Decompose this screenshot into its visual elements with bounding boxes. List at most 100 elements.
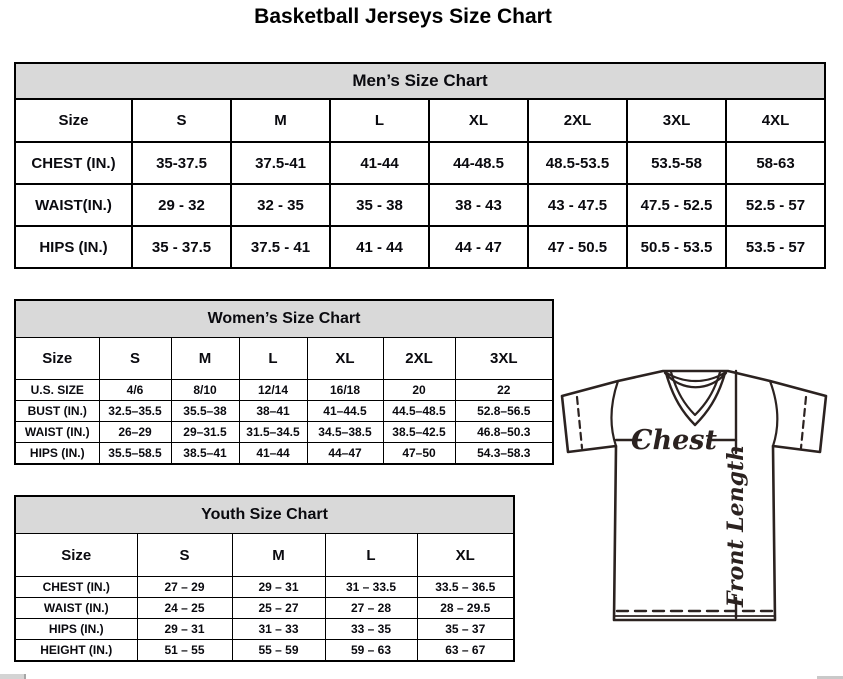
cell: 41–44	[238, 442, 308, 465]
vneck-outer-icon	[664, 371, 727, 427]
cell: 37.5-41	[230, 141, 331, 185]
cell: 50.5 - 53.5	[626, 225, 727, 269]
row-label: CHEST (IN.)	[14, 576, 138, 598]
cell: 35 - 38	[329, 183, 430, 227]
row-label: BUST (IN.)	[14, 400, 100, 422]
cuff-dashed-right-icon	[799, 395, 808, 450]
column-header: M	[230, 98, 331, 143]
cell: 29 - 32	[131, 183, 232, 227]
column-header: L	[324, 533, 418, 577]
row-label: WAIST (IN.)	[14, 597, 138, 619]
chest-label: Chest	[631, 425, 717, 456]
table-header-row: Size S M L XL 2XL 3XL	[14, 337, 554, 380]
row-label: HEIGHT (IN.)	[14, 639, 138, 662]
youth-size-table: Youth Size Chart Size S M L XL CHEST (IN.) 27 –…	[14, 495, 515, 662]
horizontal-scrollbar-fragment[interactable]	[817, 676, 843, 679]
cell: 35 - 37.5	[131, 225, 232, 269]
table-row: WAIST(IN.) 29 - 32 32 - 35 35 - 38 38 - 43 43…	[14, 183, 827, 227]
cell: 32 - 35	[230, 183, 331, 227]
armhole-seam-left-icon	[610, 379, 620, 448]
table-row: U.S. SIZE 4/6 8/10 12/14 16/18 20 22	[14, 379, 554, 401]
cell: 32.5–35.5	[98, 400, 172, 422]
cell: 29–31.5	[170, 421, 240, 443]
cell: 63 – 67	[416, 639, 515, 662]
table-row: WAIST (IN.) 26–29 29–31.5 31.5–34.5 34.5–38.…	[14, 421, 554, 443]
cell: 35-37.5	[131, 141, 232, 185]
table-row: CHEST (IN.) 35-37.5 37.5-41 41-44 44-48.5 48.…	[14, 141, 827, 185]
cell: 44-48.5	[428, 141, 529, 185]
cell: 53.5 - 57	[724, 225, 827, 269]
armhole-seam-right-icon	[768, 379, 779, 448]
column-header: 4XL	[724, 98, 827, 143]
table-title: Youth Size Chart	[14, 495, 515, 534]
table-row: WAIST (IN.) 24 – 25 25 – 27 27 – 28 28 – 29.…	[14, 597, 515, 619]
cell: 38.5–41	[170, 442, 240, 465]
cell: 41–44.5	[306, 400, 384, 422]
table-title: Men’s Size Chart	[13, 62, 827, 100]
cell: 48.5-53.5	[527, 141, 628, 185]
cell: 31 – 33.5	[324, 576, 418, 598]
cell: 8/10	[170, 379, 240, 401]
cell: 38–41	[238, 400, 308, 422]
row-label: WAIST(IN.)	[14, 183, 133, 227]
cell: 12/14	[238, 379, 308, 401]
cell: 38 - 43	[428, 183, 529, 227]
cell: 47–50	[382, 442, 456, 465]
cell: 16/18	[306, 379, 384, 401]
cell: 58-63	[724, 141, 827, 185]
vneck-inner-icon	[669, 370, 722, 417]
jersey-measurement-diagram: Chest Front Length	[556, 360, 836, 623]
collar-icon	[663, 370, 728, 389]
cell: 29 – 31	[231, 576, 326, 598]
cell: 28 – 29.5	[416, 597, 515, 619]
column-header: XL	[428, 98, 529, 143]
row-label: WAIST (IN.)	[14, 421, 100, 443]
cell: 35 – 37	[416, 618, 515, 640]
table-header-row: Size S M L XL	[14, 533, 515, 577]
table-row: CHEST (IN.) 27 – 29 29 – 31 31 – 33.5 33.5 –…	[14, 576, 515, 598]
column-header: L	[329, 98, 430, 143]
table-row: BUST (IN.) 32.5–35.5 35.5–38 38–41 41–44.5 44…	[14, 400, 554, 422]
cell: 52.8–56.5	[454, 400, 554, 422]
cell: 55 – 59	[231, 639, 326, 662]
cell: 59 – 63	[324, 639, 418, 662]
column-header: Size	[14, 98, 133, 143]
row-label: HIPS (IN.)	[14, 225, 133, 269]
column-header: 3XL	[626, 98, 727, 143]
cell: 38.5–42.5	[382, 421, 456, 443]
column-header: S	[136, 533, 233, 577]
cell: 47.5 - 52.5	[626, 183, 727, 227]
cell: 51 – 55	[136, 639, 233, 662]
cell: 53.5-58	[626, 141, 727, 185]
column-header: XL	[416, 533, 515, 577]
cell: 33 – 35	[324, 618, 418, 640]
table-row: HIPS (IN.) 29 – 31 31 – 33 33 – 35 35 – 37	[14, 618, 515, 640]
horizontal-scrollbar-thumb[interactable]	[0, 674, 26, 679]
cell: 20	[382, 379, 456, 401]
cell: 41 - 44	[329, 225, 430, 269]
cell: 41-44	[329, 141, 430, 185]
page-title: Basketball Jerseys Size Chart	[254, 5, 552, 28]
womens-size-table: Women’s Size Chart Size S M L XL 2XL 3XL U.S. SI…	[14, 299, 555, 465]
cell: 46.8–50.3	[454, 421, 554, 443]
table-row: HIPS (IN.) 35 - 37.5 37.5 - 41 41 - 44 44 - …	[14, 225, 827, 269]
cell: 33.5 – 36.5	[416, 576, 515, 598]
cell: 44–47	[306, 442, 384, 465]
jersey-diagram-icon: Chest Front Length	[560, 369, 828, 622]
cell: 31 – 33	[231, 618, 326, 640]
row-label: CHEST (IN.)	[14, 141, 133, 185]
column-header: XL	[306, 337, 384, 380]
row-label: HIPS (IN.)	[14, 618, 138, 640]
cell: 35.5–38	[170, 400, 240, 422]
table-title-row: Women’s Size Chart	[14, 299, 554, 338]
mens-size-table: Men’s Size Chart Size S M L XL 2XL 3XL 4XL CHEST …	[13, 62, 827, 269]
column-header: S	[98, 337, 172, 380]
table-title-row: Men’s Size Chart	[13, 62, 827, 100]
cell: 34.5–38.5	[306, 421, 384, 443]
front-length-label: Front Length	[723, 445, 749, 608]
cuff-dashed-left-icon	[575, 395, 584, 450]
cell: 26–29	[98, 421, 172, 443]
column-header: Size	[14, 533, 138, 577]
cell: 54.3–58.3	[454, 442, 554, 465]
cell: 31.5–34.5	[238, 421, 308, 443]
